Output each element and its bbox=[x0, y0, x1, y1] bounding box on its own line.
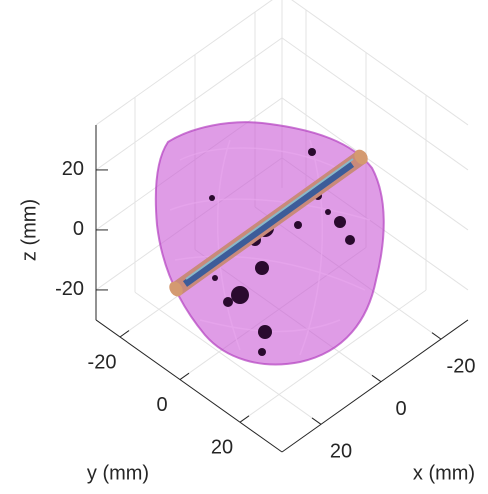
lesion bbox=[223, 297, 233, 307]
probe-cap bbox=[354, 149, 368, 165]
lesion bbox=[212, 275, 218, 281]
z-tick-label: 20 bbox=[62, 158, 84, 180]
y-tick bbox=[239, 415, 250, 423]
lesion bbox=[325, 209, 331, 215]
lesion bbox=[345, 235, 355, 245]
axes: -20 0 20 -20 0 20 -20 0 20 bbox=[55, 124, 476, 463]
x-tick-label: 0 bbox=[395, 398, 406, 420]
lesion bbox=[258, 348, 266, 356]
grid-line bbox=[281, 37, 469, 171]
x-tick bbox=[311, 417, 322, 425]
x-tick-label: -20 bbox=[447, 355, 476, 377]
lesion bbox=[308, 148, 316, 156]
grid-line bbox=[134, 291, 322, 425]
x-tick-label: 20 bbox=[330, 441, 352, 463]
lesion bbox=[209, 195, 215, 201]
lesion bbox=[255, 261, 269, 275]
z-tick-label: -20 bbox=[55, 278, 84, 300]
y-tick-label: 20 bbox=[211, 436, 233, 458]
z-tick-label: 0 bbox=[73, 218, 84, 240]
y-tick-label: -20 bbox=[88, 351, 117, 373]
probe-highlight bbox=[185, 158, 354, 280]
grid-line bbox=[95, 37, 283, 171]
probe-core bbox=[182, 161, 355, 287]
x-tick bbox=[431, 332, 442, 340]
y-tick-label: 0 bbox=[156, 394, 167, 416]
x-axis-label: x (mm) bbox=[413, 462, 475, 484]
x-axis-line bbox=[281, 319, 469, 453]
grid-line bbox=[239, 289, 427, 423]
y-tick bbox=[119, 330, 130, 338]
box-edge bbox=[95, 0, 273, 126]
lesion bbox=[334, 216, 346, 228]
probe-cap bbox=[169, 281, 183, 297]
grid-line bbox=[281, 97, 469, 231]
y-axis-line bbox=[95, 319, 283, 453]
y-tick bbox=[179, 372, 190, 380]
lesion bbox=[258, 325, 272, 339]
lesion bbox=[294, 221, 302, 229]
x-tick bbox=[371, 374, 382, 383]
scene bbox=[154, 121, 385, 366]
y-axis-label: y (mm) bbox=[87, 462, 149, 484]
z-axis-label: z (mm) bbox=[18, 199, 40, 261]
lesion bbox=[231, 286, 249, 304]
box-edge bbox=[291, 0, 469, 126]
